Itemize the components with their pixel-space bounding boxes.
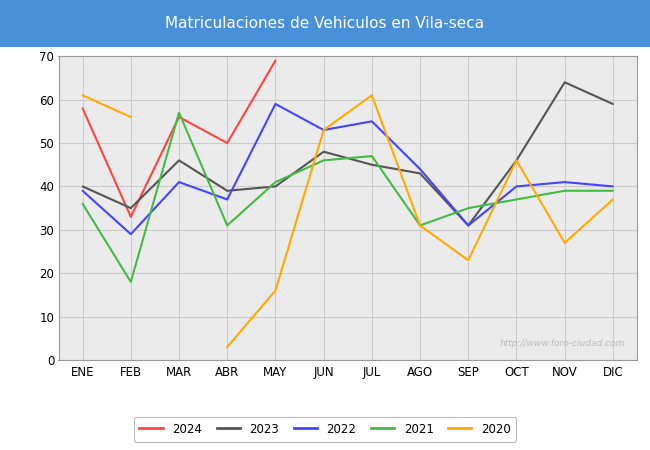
Text: Matriculaciones de Vehiculos en Vila-seca: Matriculaciones de Vehiculos en Vila-sec… — [166, 16, 484, 31]
Text: http://www.foro-ciudad.com: http://www.foro-ciudad.com — [500, 339, 625, 348]
Legend: 2024, 2023, 2022, 2021, 2020: 2024, 2023, 2022, 2021, 2020 — [133, 417, 517, 442]
